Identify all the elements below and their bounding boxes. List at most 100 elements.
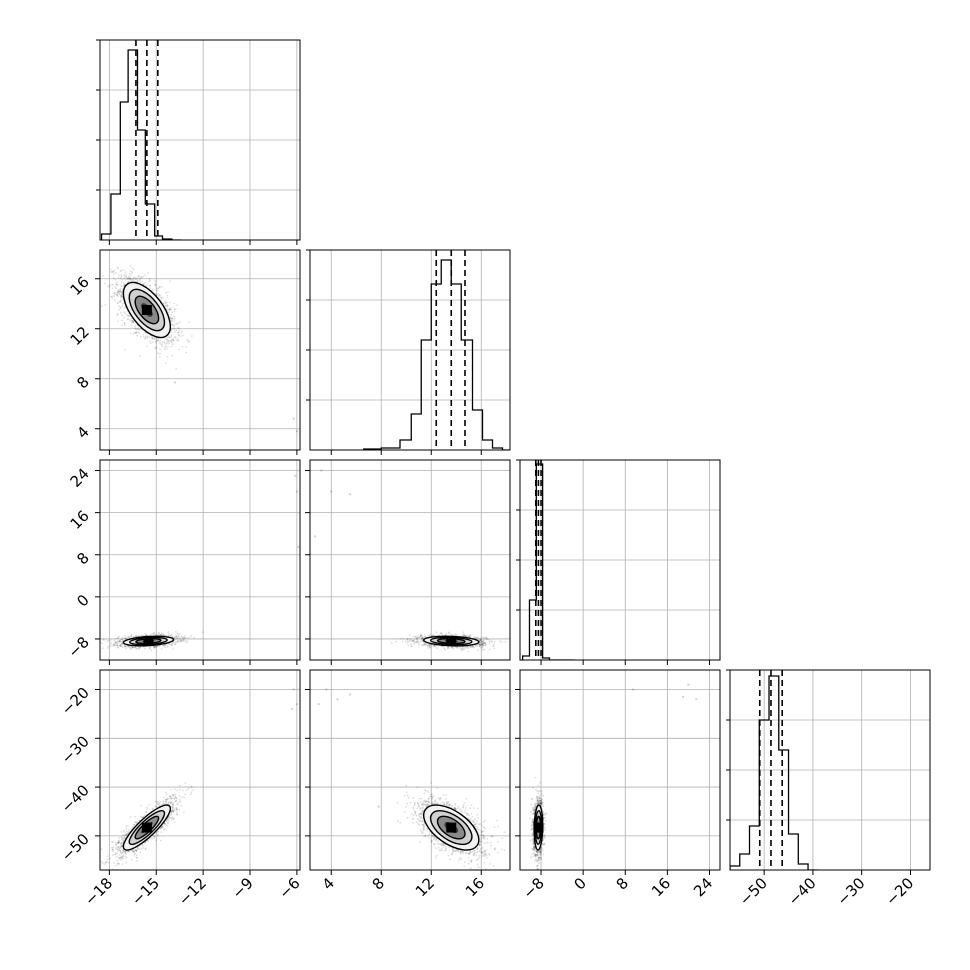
sample-point xyxy=(482,642,485,644)
sample-point xyxy=(411,640,414,642)
sample-point xyxy=(167,340,169,342)
sample-point xyxy=(481,648,484,651)
sample-point xyxy=(134,278,137,281)
sample-point xyxy=(124,645,127,648)
sample-point xyxy=(171,338,174,341)
sample-point xyxy=(110,270,112,273)
sample-point xyxy=(484,644,487,647)
sample-point xyxy=(424,635,426,638)
sample-point xyxy=(447,646,450,648)
sample-point xyxy=(447,647,449,649)
sample-point xyxy=(176,636,178,639)
sample-point xyxy=(138,328,140,331)
sample-point xyxy=(170,331,172,334)
sample-point xyxy=(165,338,168,341)
sample-point xyxy=(162,302,165,305)
sample-point xyxy=(174,308,177,311)
sample-point xyxy=(160,297,163,299)
sample-point xyxy=(124,349,126,351)
sample-point xyxy=(135,648,138,650)
sample-point xyxy=(181,636,183,638)
sample-point xyxy=(113,862,116,864)
sample-point xyxy=(483,644,486,647)
sample-point xyxy=(121,295,124,298)
sample-point xyxy=(476,644,479,647)
sample-point xyxy=(151,336,154,339)
sample-point xyxy=(117,290,119,293)
sample-point xyxy=(114,285,116,288)
sample-point xyxy=(135,850,138,853)
sample-point xyxy=(416,636,419,639)
sample-point xyxy=(479,638,482,641)
sample-point xyxy=(118,640,121,642)
sample-point xyxy=(109,285,111,288)
sample-point xyxy=(116,292,119,294)
sample-point xyxy=(166,305,169,308)
sample-point xyxy=(114,644,117,647)
sample-point xyxy=(116,291,119,294)
sample-point xyxy=(410,643,412,645)
sample-point xyxy=(479,641,482,644)
sample-point xyxy=(170,801,173,804)
sample-point xyxy=(451,646,453,649)
sample-point xyxy=(112,277,115,280)
sample-point xyxy=(119,277,122,279)
sample-point xyxy=(466,634,469,637)
sample-point xyxy=(466,645,469,648)
sample-point xyxy=(125,828,128,830)
sample-point xyxy=(139,281,141,283)
sample-point xyxy=(119,640,121,643)
sample-point xyxy=(175,797,178,800)
sample-point xyxy=(117,295,120,298)
sample-point xyxy=(117,291,120,293)
sample-point xyxy=(169,307,172,309)
sample-point xyxy=(114,279,117,281)
sample-point xyxy=(134,635,137,638)
sample-point xyxy=(123,311,126,314)
sample-point xyxy=(166,336,169,339)
sample-point xyxy=(461,647,464,649)
sample-point xyxy=(132,321,135,324)
sample-point xyxy=(120,274,123,276)
sample-point xyxy=(119,843,122,846)
sample-point xyxy=(107,645,110,648)
sample-point xyxy=(144,647,146,650)
sample-point xyxy=(153,632,155,635)
sample-point xyxy=(469,646,472,648)
sample-point xyxy=(116,644,119,647)
sample-point xyxy=(418,636,420,639)
panel-1-0 xyxy=(99,249,301,451)
sample-point xyxy=(166,305,169,308)
sample-point xyxy=(462,647,465,650)
sample-point xyxy=(141,280,143,283)
sample-point xyxy=(414,636,417,638)
sample-point xyxy=(151,289,154,291)
sample-point xyxy=(170,797,172,800)
sample-point xyxy=(480,643,483,646)
sample-point xyxy=(479,644,482,647)
sample-point xyxy=(134,328,137,331)
sample-point xyxy=(124,637,126,640)
sample-point xyxy=(130,633,133,636)
sample-point xyxy=(174,630,177,633)
sample-point xyxy=(165,341,168,344)
sample-point xyxy=(479,639,481,642)
sample-point xyxy=(161,343,163,346)
sample-point xyxy=(175,807,178,809)
sample-point xyxy=(140,277,143,280)
sample-point xyxy=(182,639,185,641)
sample-point xyxy=(504,641,507,643)
sample-point xyxy=(134,853,137,855)
sample-point xyxy=(178,330,181,332)
sample-point xyxy=(120,296,123,298)
sample-point xyxy=(129,648,132,651)
sample-point xyxy=(419,640,422,643)
sample-point xyxy=(118,635,120,638)
sample-point xyxy=(486,638,489,640)
sample-point xyxy=(408,637,411,640)
sample-point xyxy=(164,348,166,351)
sample-point xyxy=(414,635,416,638)
sample-point xyxy=(174,641,177,644)
sample-point xyxy=(135,277,138,280)
sample-point xyxy=(179,321,181,324)
